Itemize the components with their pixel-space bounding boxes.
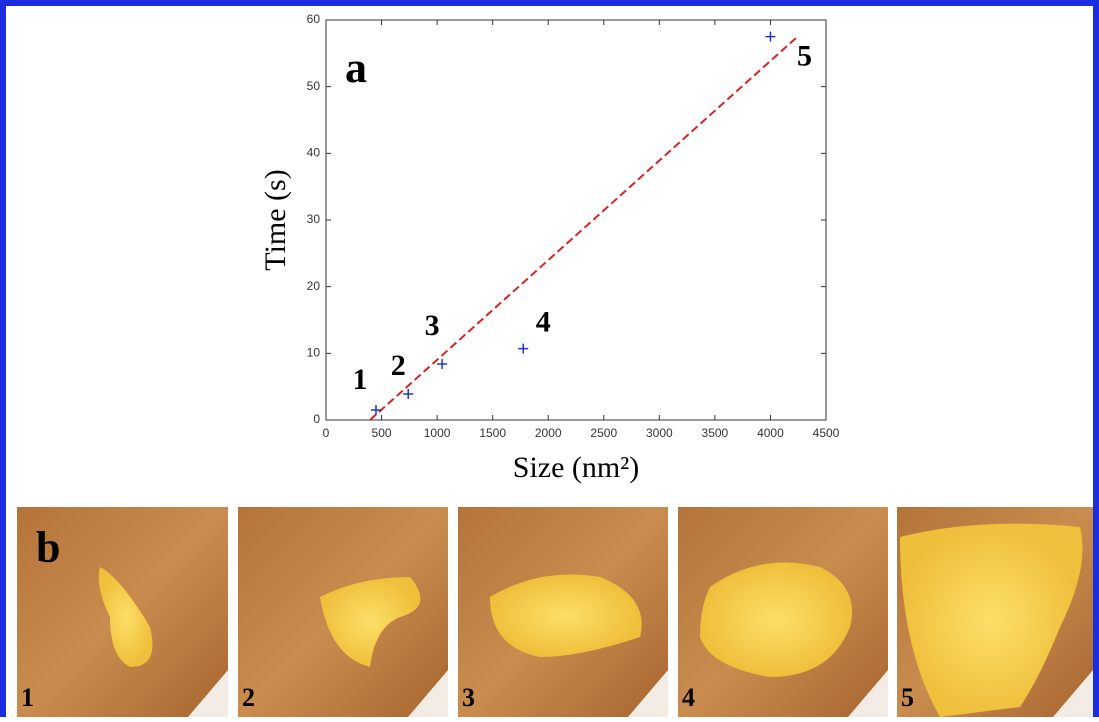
image-label: 1: [21, 683, 34, 712]
point-label: 2: [391, 349, 406, 382]
y-tick-label: 10: [307, 346, 321, 360]
image-label: 5: [901, 683, 914, 712]
y-tick-label: 60: [307, 12, 321, 26]
panel-label: b: [36, 523, 60, 572]
x-tick-label: 1000: [424, 426, 451, 440]
border: [0, 0, 1099, 6]
x-tick-label: 4000: [757, 426, 784, 440]
y-tick-label: 50: [307, 79, 321, 93]
border: [1093, 0, 1099, 717]
point: [403, 389, 413, 399]
x-tick-label: 3000: [646, 426, 673, 440]
point: [437, 359, 447, 369]
image-label: 4: [682, 683, 695, 712]
x-tick-label: 500: [372, 426, 392, 440]
x-tick-label: 3500: [702, 426, 729, 440]
y-tick-label: 40: [307, 146, 321, 160]
border: [0, 0, 6, 717]
image-label: 2: [242, 683, 255, 712]
y-tick-label: 30: [307, 212, 321, 226]
x-tick-label: 2500: [590, 426, 617, 440]
image-row: 1 2 3 4 5 b: [17, 507, 1093, 717]
point-label: 3: [425, 309, 440, 342]
figure: a Size (nm²) Time (s) 12345b 05001000150…: [0, 0, 1099, 717]
fit-line: [370, 36, 798, 420]
image-label: 3: [462, 683, 475, 712]
point-label: 1: [353, 363, 368, 396]
point-label: 4: [536, 306, 551, 339]
y-tick-label: 0: [313, 412, 320, 426]
y-tick-label: 20: [307, 279, 321, 293]
point: [371, 405, 381, 415]
x-tick-label: 0: [323, 426, 330, 440]
point: [765, 32, 775, 42]
y-axis-label: Time (s): [259, 169, 292, 270]
point-label: 5: [797, 40, 812, 73]
x-axis-label: Size (nm²): [513, 451, 639, 484]
x-tick-label: 4500: [813, 426, 840, 440]
panel-label: a: [345, 43, 367, 92]
point: [518, 344, 528, 354]
x-tick-label: 1500: [479, 426, 506, 440]
x-tick-label: 2000: [535, 426, 562, 440]
